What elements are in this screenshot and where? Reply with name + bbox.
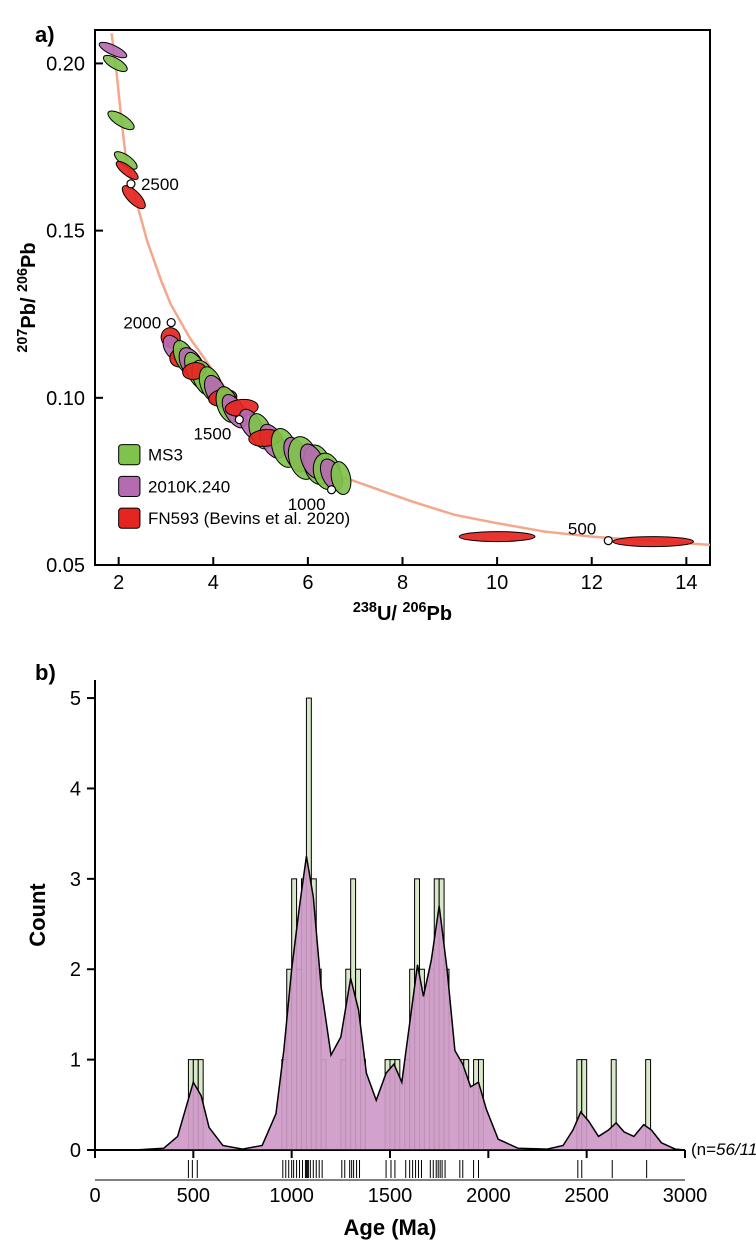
x-tick-label: 3000	[663, 1185, 708, 1207]
panel-a-label: a)	[35, 22, 55, 48]
data-ellipse	[459, 532, 535, 542]
concordia-tick-label: 1500	[193, 425, 231, 444]
x-tick-label: 12	[581, 572, 603, 594]
x-tick-label: 2500	[564, 1185, 609, 1207]
concordia-tick-label: 500	[568, 520, 596, 539]
y-tick-label: 2	[70, 959, 81, 981]
figure-svg: 24681012140.050.100.150.20238U/ 206Pb207…	[0, 0, 756, 1260]
panel-a-plot: 2 4 6 8 10 12 14 0.05 0.10 0.15 0.20 238U/ 206Pb 207…	[15, 30, 710, 625]
x-tick-label: 500	[177, 1185, 210, 1207]
y-tick-label: 0.05	[46, 555, 85, 577]
x-tick-label: 10	[486, 572, 508, 594]
x-tick-label: 4	[208, 572, 219, 594]
kde-area	[95, 856, 685, 1150]
legend-swatch	[119, 508, 140, 528]
concordia-tick	[328, 486, 336, 494]
x-tick-label: 1000	[269, 1185, 314, 1207]
y-tick-label: 4	[70, 778, 81, 800]
legend-swatch	[119, 476, 140, 496]
x-axis-label: 238U/ 206Pb	[353, 600, 452, 625]
concordia-curve	[112, 33, 710, 545]
x-tick-label: 14	[675, 572, 697, 594]
y-tick-label: 3	[70, 869, 81, 891]
x-tick-label: 6	[302, 572, 313, 594]
concordia-tick	[235, 416, 243, 424]
x-axis-label: Age (Ma)	[344, 1215, 437, 1240]
y-tick-label: 0.20	[46, 53, 85, 75]
y-tick-label: 5	[70, 688, 81, 710]
x-tick-label: 8	[397, 572, 408, 594]
panel-b-plot: 0 500 1000 1500 2000 2500 3000 0 1 2 3 4 5 Age (Ma) Co…	[25, 680, 756, 1240]
legend-label: FN593 (Bevins et al. 2020)	[148, 509, 350, 528]
legend-swatch	[119, 445, 140, 465]
concordia-tick-label: 2000	[123, 314, 161, 333]
concordia-tick	[167, 319, 175, 327]
concordia-tick-label: 2500	[141, 175, 179, 194]
n-label: (n=56/113)	[691, 1140, 756, 1159]
x-tick-label: 1500	[368, 1185, 413, 1207]
y-tick-label: 0.10	[46, 388, 85, 410]
y-axis-label: 207Pb/ 206Pb	[15, 242, 40, 352]
legend-label: 2010K.240	[148, 477, 230, 496]
y-tick-label: 1	[70, 1050, 81, 1072]
figure-root: a) b) 24681012140.050.100.150.20238U/ 20…	[0, 0, 756, 1260]
x-tick-label: 2000	[466, 1185, 511, 1207]
x-tick-label: 2	[113, 572, 124, 594]
concordia-tick	[127, 180, 135, 188]
legend-label: MS3	[148, 446, 183, 465]
concordia-tick	[604, 537, 612, 545]
x-tick-label: 0	[89, 1185, 100, 1207]
y-axis-label: Count	[25, 883, 50, 947]
panel-b-label: b)	[35, 660, 56, 686]
y-tick-label: 0.15	[46, 221, 85, 243]
data-ellipse	[613, 537, 693, 547]
y-tick-label: 0	[70, 1140, 81, 1162]
